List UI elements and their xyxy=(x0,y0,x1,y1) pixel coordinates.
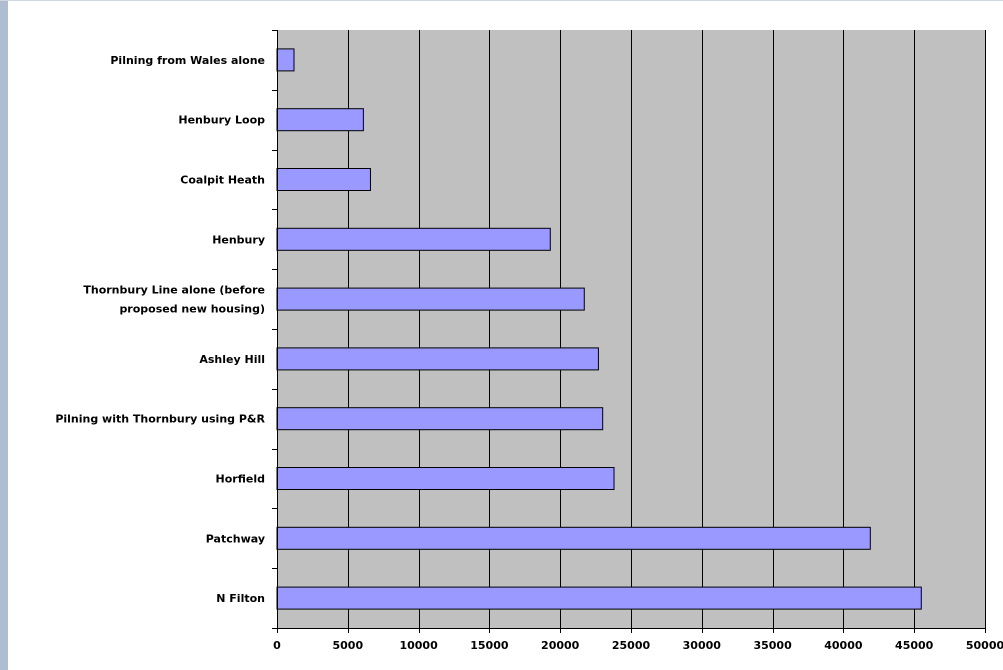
y-tick-label: Horfield xyxy=(216,473,265,486)
x-tick-label: 10000 xyxy=(399,639,438,652)
y-tick-label: Pilning from Wales alone xyxy=(110,54,265,67)
left-border-strip xyxy=(0,0,8,670)
bar xyxy=(276,227,551,251)
x-axis-labels: 0 5000 10000 15000 20000 25000 30000 35000 40000… xyxy=(273,639,1003,652)
y-tick-label: Ashley Hill xyxy=(199,353,265,366)
y-tick-label: Thornbury Line alone (before xyxy=(83,284,265,297)
bar xyxy=(276,586,922,610)
x-tick-label: 0 xyxy=(273,639,281,652)
bar xyxy=(276,168,371,191)
y-tick-label: Pilning with Thornbury using P&R xyxy=(55,413,265,426)
bar xyxy=(276,467,615,490)
x-tick-label: 15000 xyxy=(470,639,509,652)
x-tick-label: 35000 xyxy=(753,639,792,652)
bar xyxy=(276,48,295,72)
x-tick-label: 20000 xyxy=(541,639,580,652)
y-tick-label: proposed new housing) xyxy=(119,303,265,316)
x-tick-label: 50000 xyxy=(966,639,1003,652)
bar xyxy=(276,108,364,132)
y-tick-label: N Filton xyxy=(216,592,265,605)
bars xyxy=(276,48,922,610)
x-tick-label: 45000 xyxy=(895,639,934,652)
bar xyxy=(276,347,599,371)
x-tick-label: 40000 xyxy=(824,639,863,652)
axes xyxy=(272,30,986,633)
top-border-line xyxy=(0,0,1003,1)
y-tick-label: Henbury Loop xyxy=(178,114,265,127)
y-tick-label: Patchway xyxy=(206,532,265,545)
bar xyxy=(276,287,585,311)
bar xyxy=(276,526,871,550)
y-tick-label: Henbury xyxy=(212,233,265,246)
x-tick-label: 30000 xyxy=(683,639,722,652)
y-tick-label: Coalpit Heath xyxy=(180,174,265,187)
x-tick-label: 5000 xyxy=(332,639,363,652)
y-axis-labels: Pilning from Wales alone Henbury Loop Coal… xyxy=(55,54,265,605)
bar xyxy=(276,407,604,431)
x-tick-label: 25000 xyxy=(612,639,651,652)
